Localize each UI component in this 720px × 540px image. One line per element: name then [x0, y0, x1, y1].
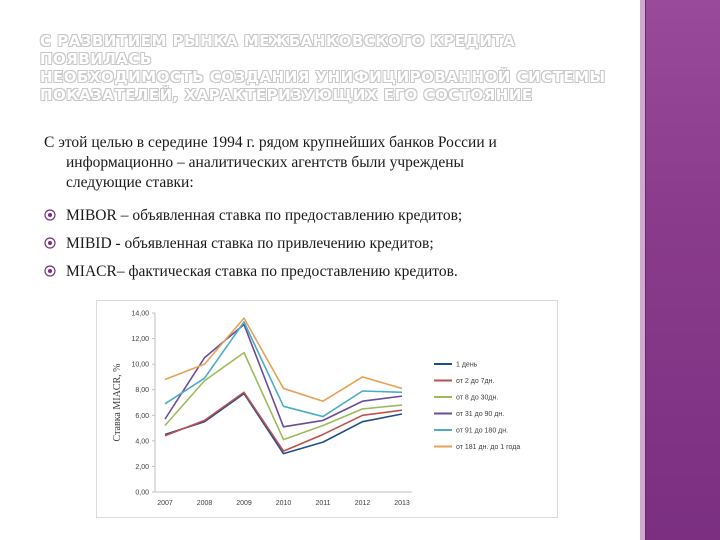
y-tick-label: 0,00	[135, 490, 149, 497]
chart-canvas: 0,00 2,00 4,00 6,00 8,00 10,00 12,00 14,00 2007 2…	[112, 311, 520, 508]
series-line	[164, 323, 403, 428]
x-tick-label: 2010	[276, 500, 292, 507]
y-tick-label: 14,00	[131, 311, 149, 318]
y-axis-label: Ставка MIACR, %	[112, 364, 123, 442]
series-line	[164, 351, 403, 441]
y-tick-label: 6,00	[135, 413, 149, 420]
circled-bullet-icon	[44, 209, 56, 221]
y-tick-label: 2,00	[135, 464, 149, 471]
circled-bullet-icon	[44, 237, 56, 249]
intro-line-3: следующие ставки:	[66, 174, 194, 191]
list-item: MIACR– фактическая ставка по предоставле…	[44, 262, 604, 290]
x-tick-label: 2007	[157, 500, 173, 507]
legend-label: от 8 до 30дн.	[456, 395, 498, 402]
list-item-text: MIACR– фактическая ставка по предоставле…	[66, 263, 458, 280]
intro-paragraph: С этой целью в середине 1994 г. рядом кр…	[44, 133, 604, 193]
legend-label: от 31 до 90 дн.	[456, 411, 504, 418]
y-tick-label: 4,00	[135, 438, 149, 445]
x-tick-label: 2009	[236, 500, 252, 507]
series-line	[164, 321, 403, 418]
slide-title-line-3: ПОКАЗАТЕЛЕЙ, ХАРАКТЕРИЗУЮЩИХ ЕГО СОСТОЯН…	[40, 86, 533, 104]
y-tick-label: 10,00	[131, 362, 149, 369]
series-line	[164, 392, 403, 455]
x-tick-label: 2008	[197, 500, 213, 507]
legend-label: 1 день	[456, 362, 478, 369]
x-tick-label: 2013	[394, 500, 410, 507]
intro-line-1: С этой целью в середине 1994 г. рядом кр…	[44, 134, 497, 151]
list-item: MIBID - объявленная ставка по привлечени…	[44, 234, 604, 262]
slide-title-line-1: С РАЗВИТИЕМ РЫНКА МЕЖБАНКОВСКОГО КРЕДИТА…	[40, 32, 516, 68]
series-line	[164, 391, 403, 452]
list-item-text: MIBID - объявленная ставка по привлечени…	[66, 235, 434, 252]
list-item: MIBOR – объявленная ставка по предоставл…	[44, 206, 604, 234]
y-tick-label: 12,00	[131, 336, 149, 343]
series-line	[164, 317, 403, 403]
circled-bullet-icon	[44, 265, 56, 277]
y-tick-label: 8,00	[135, 387, 149, 394]
legend-label: от 91 до 180 дн.	[456, 428, 508, 435]
decorative-side-panel	[640, 0, 720, 540]
legend-label: от 181 дн. до 1 года	[456, 444, 520, 451]
x-tick-label: 2012	[355, 500, 371, 507]
legend-label: от 2 до 7дн.	[456, 378, 494, 385]
x-tick-label: 2011	[315, 500, 330, 507]
intro-line-2: информационно – аналитических агентств б…	[66, 154, 464, 171]
rate-list: MIBOR – объявленная ставка по предоставл…	[44, 206, 604, 290]
miacr-chart: 0,00 2,00 4,00 6,00 8,00 10,00 12,00 14,00 2007 2…	[96, 300, 558, 518]
slide-title: С РАЗВИТИЕМ РЫНКА МЕЖБАНКОВСКОГО КРЕДИТА…	[40, 32, 630, 104]
list-item-text: MIBOR – объявленная ставка по предоставл…	[66, 207, 463, 224]
side-panel-border	[645, 0, 646, 540]
slide-title-line-2: НЕОБХОДИМОСТЬ СОЗДАНИЯ УНИФИЦИРОВАННОЙ С…	[40, 68, 606, 86]
